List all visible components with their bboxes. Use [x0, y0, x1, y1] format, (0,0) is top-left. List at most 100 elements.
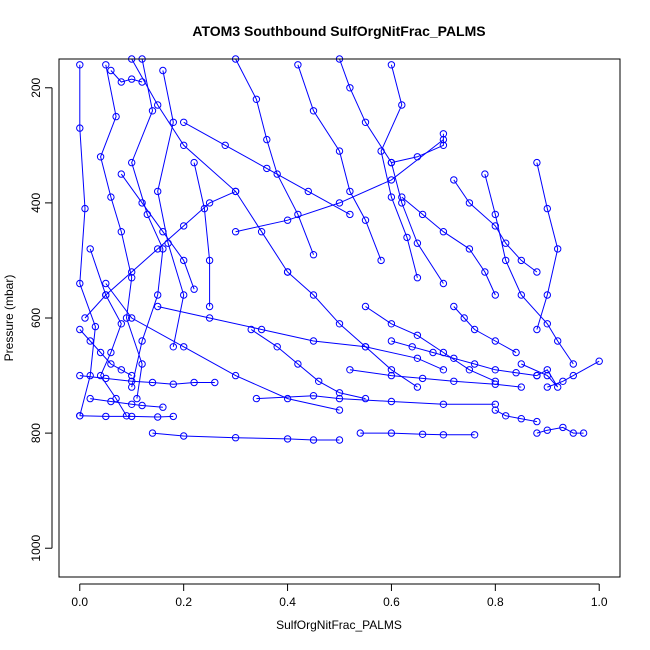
data-point	[107, 66, 115, 75]
data-point	[439, 431, 448, 439]
series-line	[401, 196, 496, 296]
series-25	[533, 423, 588, 437]
series-20	[252, 392, 499, 408]
data-point	[450, 302, 458, 311]
data-point	[154, 291, 162, 299]
data-point	[569, 360, 577, 368]
series-line	[105, 283, 340, 411]
series-line	[453, 306, 517, 353]
series-line	[547, 360, 600, 388]
data-point	[221, 141, 229, 150]
data-point	[377, 147, 385, 155]
data-point	[533, 268, 541, 276]
data-point	[346, 84, 354, 92]
series-3	[154, 66, 188, 351]
data-point	[470, 360, 479, 368]
data-point	[543, 320, 551, 328]
data-point	[76, 61, 84, 69]
data-point	[439, 279, 448, 288]
data-point	[439, 130, 448, 138]
data-point	[257, 325, 266, 334]
series-line	[536, 162, 559, 330]
series-35	[154, 302, 448, 374]
data-point	[128, 400, 136, 408]
data-point	[102, 61, 110, 69]
data-point	[169, 118, 178, 127]
data-point	[465, 245, 474, 253]
data-point	[180, 222, 188, 230]
data-point	[491, 210, 499, 219]
y-tick-label: 800	[29, 423, 43, 443]
data-point	[190, 285, 198, 293]
series-9	[335, 55, 448, 288]
data-point	[190, 378, 198, 387]
data-point	[96, 348, 105, 357]
series-line	[453, 179, 538, 273]
series-12	[398, 193, 499, 299]
data-point	[231, 228, 240, 236]
data-point	[128, 371, 136, 380]
data-point	[107, 348, 115, 357]
data-point	[180, 432, 188, 440]
series-line	[365, 306, 496, 382]
series-line	[250, 329, 366, 400]
series-line	[131, 58, 289, 273]
data-point	[335, 436, 344, 444]
data-point	[205, 199, 214, 207]
series-30	[86, 394, 167, 411]
data-point	[387, 397, 396, 406]
data-point	[159, 403, 167, 411]
data-point	[294, 210, 302, 219]
series-15	[533, 158, 562, 334]
series-line	[521, 363, 559, 388]
series-line	[131, 58, 164, 388]
x-tick-label: 1.0	[591, 595, 608, 609]
data-point	[439, 141, 448, 150]
data-point	[180, 256, 188, 265]
series-line	[360, 432, 475, 436]
data-point	[418, 374, 427, 383]
data-point	[543, 426, 551, 434]
data-point	[112, 112, 120, 121]
series-line	[84, 190, 236, 319]
data-point	[554, 337, 562, 345]
data-point	[481, 268, 489, 276]
data-point	[533, 371, 541, 380]
data-point	[148, 107, 157, 115]
series-0	[76, 61, 100, 420]
data-point	[346, 187, 354, 196]
data-point	[169, 343, 178, 351]
data-point	[413, 354, 422, 362]
data-point	[361, 216, 370, 224]
series-line	[391, 340, 537, 377]
data-point	[579, 429, 588, 437]
plot-frame	[58, 58, 621, 578]
data-point	[154, 302, 162, 311]
data-point	[387, 366, 396, 374]
data-point	[512, 369, 520, 377]
series-line	[157, 70, 185, 347]
data-point	[86, 394, 94, 403]
series-line	[79, 329, 132, 377]
x-tick-label: 0.6	[383, 595, 400, 609]
series-26	[356, 429, 479, 439]
y-axis: 200 400 600 800 1000	[29, 77, 53, 562]
data-point	[252, 95, 261, 104]
data-point	[543, 383, 551, 391]
data-point	[439, 228, 448, 236]
data-point	[439, 400, 448, 408]
data-point	[554, 245, 562, 253]
data-point	[408, 343, 416, 351]
data-point	[128, 274, 136, 282]
data-point	[180, 291, 188, 299]
series-line	[193, 162, 211, 307]
data-point	[335, 320, 344, 328]
data-point	[205, 302, 214, 311]
data-point	[491, 400, 499, 408]
data-point	[180, 118, 188, 127]
data-point	[413, 274, 422, 282]
x-tick-label: 0.4	[279, 595, 296, 609]
data-point	[117, 170, 126, 178]
data-point	[450, 377, 458, 385]
data-point	[252, 394, 261, 403]
